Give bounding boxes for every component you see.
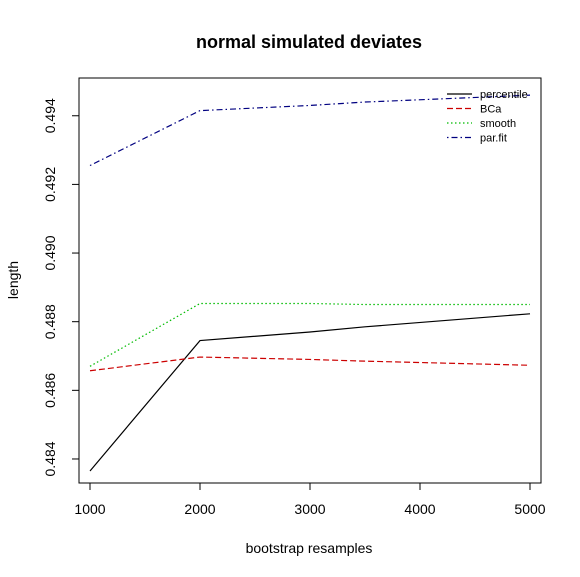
series-line-BCa xyxy=(89,356,531,372)
chart-title: normal simulated deviates xyxy=(196,32,422,52)
x-tick-label: 2000 xyxy=(184,501,215,517)
y-tick-label: 0.488 xyxy=(42,304,58,339)
y-tick-label: 0.486 xyxy=(42,373,58,408)
x-axis: 1000 2000 3000 4000 5000 xyxy=(74,482,546,517)
legend-label: BCa xyxy=(480,104,502,116)
y-tick-label: 0.484 xyxy=(42,441,58,476)
series-line-par-fit xyxy=(89,94,531,167)
x-tick-label: 3000 xyxy=(294,501,325,517)
y-tick-label: 0.494 xyxy=(42,98,58,133)
series-line-smooth xyxy=(89,302,530,367)
plot-lines xyxy=(89,94,531,472)
x-tick-label: 1000 xyxy=(74,501,105,517)
x-tick-label: 5000 xyxy=(514,501,545,517)
legend: percentile BCa smooth par.fit xyxy=(447,89,528,145)
x-axis-label: bootstrap resamples xyxy=(246,540,373,556)
x-tick-label: 4000 xyxy=(404,501,435,517)
legend-label: smooth xyxy=(480,118,516,130)
y-tick-label: 0.490 xyxy=(42,235,58,270)
y-axis-label: length xyxy=(5,261,21,299)
series-line-percentile xyxy=(89,313,531,472)
legend-label: percentile xyxy=(480,89,528,101)
legend-label: par.fit xyxy=(480,133,507,145)
y-tick-label: 0.492 xyxy=(42,167,58,202)
y-axis: 0.484 0.486 0.488 0.490 0.492 0.494 xyxy=(42,98,80,476)
plot-frame xyxy=(78,77,542,484)
